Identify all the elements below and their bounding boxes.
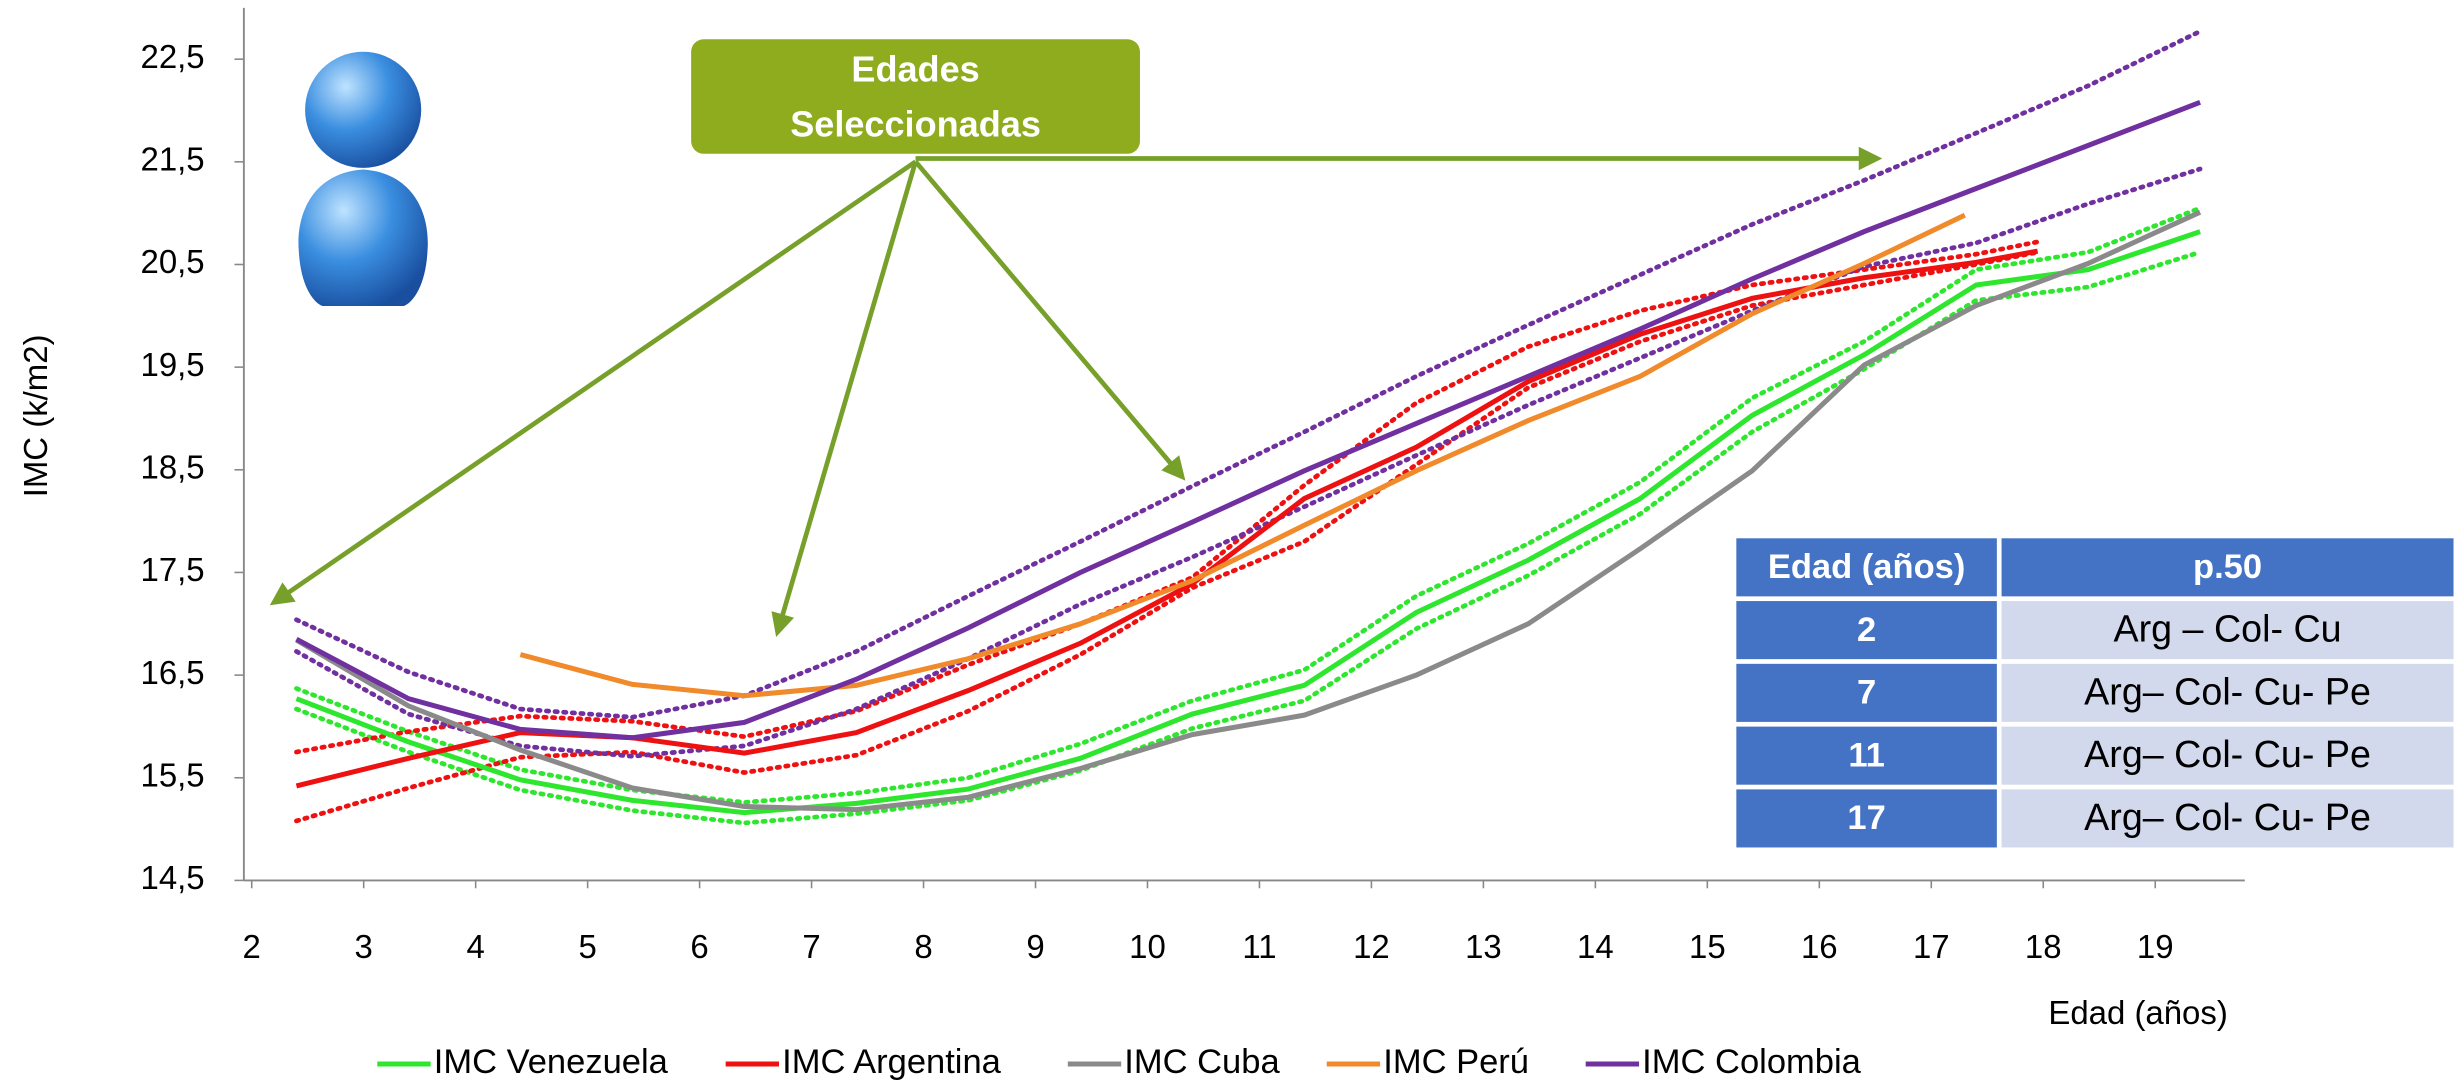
x-tick-label: 7 bbox=[802, 928, 820, 965]
table-header-cell bbox=[2001, 538, 2454, 597]
table-cell-text: Arg– Col- Cu- Pe bbox=[2084, 796, 2371, 838]
x-tick-label: 11 bbox=[1242, 928, 1276, 965]
legend-label: IMC Venezuela bbox=[434, 1043, 669, 1081]
table: Edad (años) p.50 2 Arg – Col- Cu 7 Arg– Col- … bbox=[1736, 538, 2454, 848]
x-tick-label: 2 bbox=[243, 928, 261, 965]
annotation-text: Edades bbox=[851, 49, 979, 90]
x-tick-label: 14 bbox=[1577, 928, 1614, 965]
table-cell bbox=[2001, 726, 2454, 785]
table-cell bbox=[2001, 789, 2454, 848]
x-tick-label: 4 bbox=[466, 928, 484, 965]
annotation-box bbox=[691, 39, 1140, 154]
y-tick-label: 16,5 bbox=[141, 654, 205, 691]
table-header-cell bbox=[1736, 538, 1997, 597]
person-icon bbox=[298, 51, 428, 307]
annotation-text: Seleccionadas bbox=[790, 104, 1041, 145]
x-tick-label: 6 bbox=[690, 928, 708, 965]
y-tick-label: 19,5 bbox=[141, 346, 205, 383]
table-cell bbox=[2001, 663, 2454, 722]
reference-line bbox=[294, 205, 2203, 805]
x-tick-label: 15 bbox=[1689, 928, 1726, 965]
legend-label: IMC Cuba bbox=[1124, 1043, 1280, 1081]
y-tick-label: 20,5 bbox=[141, 243, 205, 280]
reference-line bbox=[294, 166, 2203, 759]
y-tick-label: 17,5 bbox=[141, 551, 205, 588]
series-line bbox=[295, 99, 2201, 741]
legend-label: IMC Argentina bbox=[782, 1043, 1002, 1081]
table-cell bbox=[1736, 601, 1997, 660]
table-header: p.50 bbox=[2193, 548, 2262, 586]
x-tick-label: 19 bbox=[2137, 928, 2174, 965]
x-tick-label: 18 bbox=[2025, 928, 2062, 965]
series-line bbox=[295, 209, 2202, 813]
x-tick-label: 9 bbox=[1026, 928, 1044, 965]
y-axis-title: IMC (k/m2) bbox=[17, 334, 54, 497]
x-tick-label: 8 bbox=[914, 928, 932, 965]
table-cell-text: 7 bbox=[1857, 674, 1876, 712]
y-tick-label: 15,5 bbox=[141, 756, 205, 793]
x-tick-label: 16 bbox=[1801, 928, 1838, 965]
legend-label: IMC Perú bbox=[1383, 1043, 1529, 1081]
x-tick-label: 12 bbox=[1353, 928, 1390, 965]
x-tick-label: 10 bbox=[1129, 928, 1166, 965]
reference-line bbox=[294, 249, 2203, 826]
table-cell-text: Arg– Col- Cu- Pe bbox=[2084, 733, 2371, 775]
table-cell-text: 2 bbox=[1857, 611, 1876, 649]
table-cell-text: Arg– Col- Cu- Pe bbox=[2084, 670, 2371, 712]
legend-label: IMC Colombia bbox=[1642, 1043, 1861, 1081]
table-cell-text: 11 bbox=[1848, 736, 1885, 774]
reference-line bbox=[294, 29, 2203, 720]
table-cell bbox=[2001, 601, 2454, 660]
x-tick-label: 5 bbox=[578, 928, 596, 965]
table-cell-text: Arg – Col- Cu bbox=[2113, 608, 2341, 650]
y-tick-label: 21,5 bbox=[141, 141, 205, 178]
y-tick-label: 22,5 bbox=[141, 38, 205, 75]
x-tick-label: 3 bbox=[355, 928, 373, 965]
x-tick-label: 13 bbox=[1465, 928, 1502, 965]
x-axis-title: Edad (años) bbox=[2048, 994, 2227, 1031]
table-header: Edad (años) bbox=[1768, 548, 1966, 586]
table-cell bbox=[1736, 726, 1997, 785]
annotation-arrows bbox=[269, 146, 1883, 637]
y-tick-label: 18,5 bbox=[141, 448, 205, 485]
series-line bbox=[295, 229, 2201, 816]
table-cell-text: 17 bbox=[1847, 799, 1885, 837]
x-tick-label: 17 bbox=[1913, 928, 1950, 965]
reference-line bbox=[294, 239, 2041, 755]
y-tick-label: 14,5 bbox=[141, 859, 205, 896]
table-cell bbox=[1736, 789, 1997, 848]
series-line bbox=[519, 212, 1966, 699]
table-cell bbox=[1736, 663, 1997, 722]
